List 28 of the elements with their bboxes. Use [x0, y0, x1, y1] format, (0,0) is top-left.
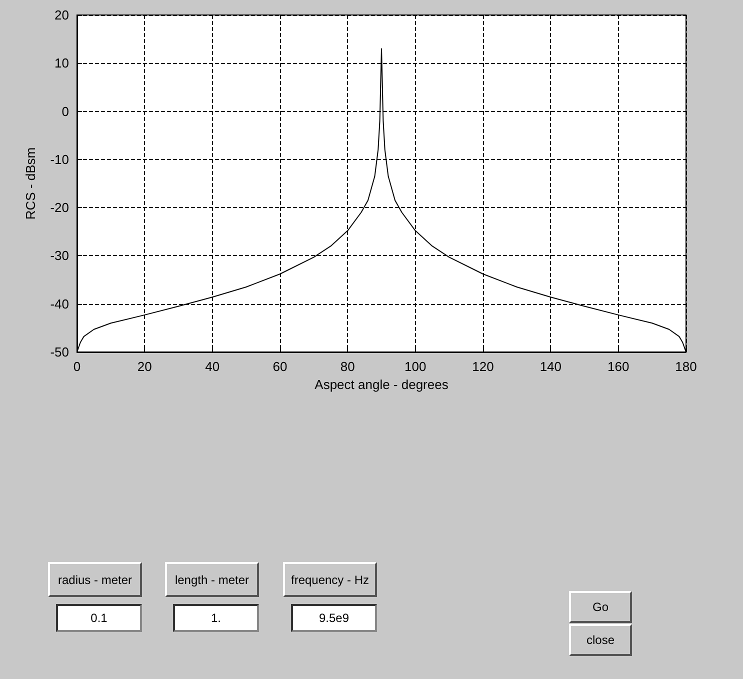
- button: length - meter: [165, 562, 259, 597]
- x-tick-label: 100: [404, 359, 426, 374]
- x-tick-label: 60: [272, 359, 288, 374]
- text-field: 0.1: [56, 604, 142, 632]
- x-tick-label: 160: [607, 359, 630, 374]
- button: close: [569, 624, 632, 656]
- y-tick-label: -50: [50, 344, 69, 360]
- x-tick-label: 0: [73, 359, 81, 374]
- button: frequency - Hz: [283, 562, 377, 597]
- x-tick-label: 80: [340, 359, 355, 374]
- y-tick-label: -10: [50, 152, 69, 167]
- x-tick-label: 20: [137, 359, 152, 374]
- x-tick-label: 120: [472, 359, 494, 374]
- y-tick-label: 10: [54, 56, 69, 71]
- x-tick-label: 140: [540, 359, 562, 374]
- y-tick-label: 0: [62, 104, 69, 119]
- y-tick-label: -20: [50, 200, 69, 216]
- x-tick-label: 180: [675, 359, 697, 374]
- y-axis-title: RCS - dBsm: [23, 147, 38, 220]
- button: Go: [569, 591, 632, 623]
- button: radius - meter: [48, 562, 142, 597]
- y-tick-label: -40: [50, 296, 69, 312]
- text-field: 1.: [173, 604, 259, 632]
- y-tick-label: -30: [50, 248, 69, 264]
- x-tick-label: 40: [205, 359, 220, 374]
- x-axis-title: Aspect angle - degrees: [314, 376, 449, 392]
- text-field: 9.5e9: [291, 604, 377, 632]
- y-tick-label: 20: [54, 8, 69, 22]
